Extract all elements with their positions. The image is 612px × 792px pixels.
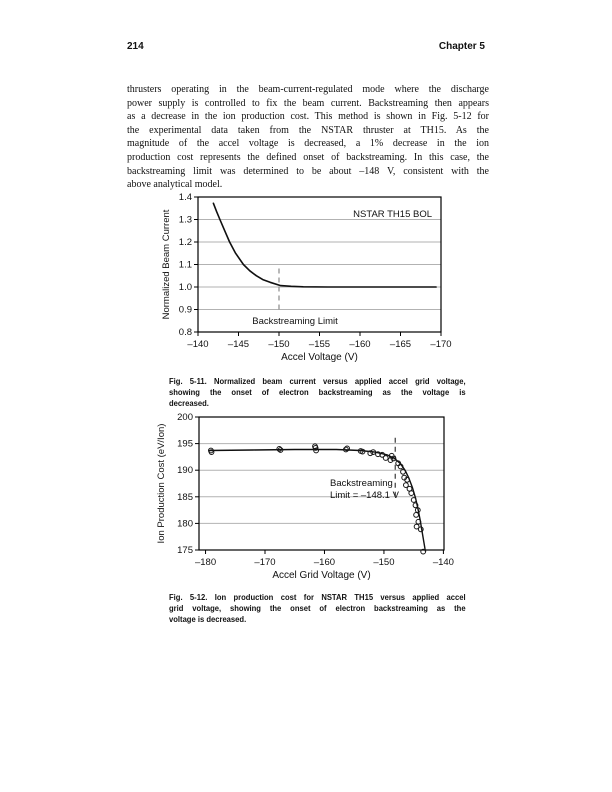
y-tick-label: 190 xyxy=(177,465,193,476)
text-line: production cost represents the defined o… xyxy=(127,151,489,163)
scatter-point xyxy=(415,518,422,525)
y-tick-label: 175 xyxy=(177,545,193,556)
x-tick-label: –170 xyxy=(430,339,451,350)
body-paragraph: thrusters operating in the beam-current-… xyxy=(127,83,489,192)
scatter-point xyxy=(375,451,381,458)
text-line: above analytical model. xyxy=(127,179,223,191)
x-tick-label: –155 xyxy=(309,339,330,350)
data-curve xyxy=(212,202,437,288)
scatter-point xyxy=(420,548,427,555)
y-tick-label: 185 xyxy=(177,492,193,503)
page-header: 214 Chapter 5 xyxy=(127,41,485,52)
text-line: decreased. xyxy=(169,398,209,409)
x-tick-label: –165 xyxy=(390,339,411,350)
annotation-limit-value: Limit = –148.1 V xyxy=(330,490,400,501)
scatter-point xyxy=(408,490,415,496)
annotation-backstreaming: Backstreaming xyxy=(330,478,393,489)
x-axis-label: Accel Voltage (V) xyxy=(281,352,358,363)
text-line: thrusters operating in the beam-current-… xyxy=(127,84,489,95)
scatter-point xyxy=(417,526,424,533)
annotation-backstreaming-limit: Backstreaming Limit xyxy=(252,316,338,327)
scatter-point xyxy=(370,449,377,455)
scatter-point xyxy=(344,445,351,452)
scatter-point xyxy=(382,455,389,461)
text-line: voltage is decreased. xyxy=(169,614,247,625)
fig-5-11-caption: Fig. 5-11. Normalized beam current versu… xyxy=(169,376,466,410)
scatter-point xyxy=(367,450,374,457)
scatter-point xyxy=(276,446,283,452)
y-tick-label: 1.1 xyxy=(179,260,192,271)
scatter-point xyxy=(410,497,417,503)
fig-5-12-caption: Fig. 5-12. Ion production cost for NSTAR… xyxy=(169,592,466,626)
y-tick-label: 200 xyxy=(177,412,193,423)
scatter-point xyxy=(413,523,420,530)
y-tick-label: 1.3 xyxy=(179,215,192,226)
scatter-point xyxy=(359,448,366,455)
y-tick-label: 0.8 xyxy=(179,327,192,338)
scatter-point xyxy=(414,507,421,513)
y-axis-label: Normalized Beam Current xyxy=(161,209,172,319)
fig-5-11-chart: –140 –145 –150 –155 –160 –165 –170 0.8 0.9 1.0 1.1… xyxy=(161,192,452,363)
y-axis-label: Ion Production Cost (eV/Ion) xyxy=(156,424,167,544)
scatter-point xyxy=(277,447,284,453)
text-line: the experimental data taken from the NST… xyxy=(127,124,489,136)
annotation-nstar-th15-bol: NSTAR TH15 BOL xyxy=(353,209,432,220)
x-tick-label: –150 xyxy=(268,339,289,350)
y-tick-label: 180 xyxy=(177,518,193,529)
y-tick-label: 195 xyxy=(177,439,193,450)
x-tick-label: –140 xyxy=(187,339,208,350)
scatter-point xyxy=(404,476,411,483)
text-line: showing the onset of electron backstream… xyxy=(169,387,466,398)
text-line: backstreaming limit was determined to be… xyxy=(127,165,489,177)
chapter-title: Chapter 5 xyxy=(438,41,485,52)
y-tick-label: 1.2 xyxy=(179,237,192,248)
text-line: grid voltage, showing the onset of elect… xyxy=(169,603,466,614)
plot-frame xyxy=(198,416,445,551)
scatter-point xyxy=(390,455,397,462)
x-axis-label: Accel Grid Voltage (V) xyxy=(272,570,370,581)
x-tick-label: –145 xyxy=(228,339,249,350)
text-line: Fig. 5-12. Ion production cost for NSTAR… xyxy=(169,592,466,602)
scatter-point xyxy=(403,482,409,488)
page-number: 214 xyxy=(127,41,144,52)
scatter-point xyxy=(208,449,215,455)
scatter-point xyxy=(412,502,419,509)
scatter-point xyxy=(413,512,420,518)
x-tick-label: –160 xyxy=(314,557,335,568)
text-line: power supply is controlled to fix the be… xyxy=(127,97,489,109)
x-tick-label: –140 xyxy=(433,557,454,568)
scatter-point xyxy=(313,447,320,454)
x-tick-label: –180 xyxy=(195,557,216,568)
y-tick-label: 1.4 xyxy=(179,192,192,203)
x-tick-label: –170 xyxy=(254,557,275,568)
text-line: as a decrease in the ion production cost… xyxy=(127,111,489,123)
scatter-point xyxy=(312,445,319,451)
y-tick-label: 1.0 xyxy=(179,282,192,293)
scatter-point xyxy=(397,463,404,470)
text-line: Fig. 5-11. Normalized beam current versu… xyxy=(169,376,466,386)
scatter-point xyxy=(400,468,406,475)
y-tick-label: 0.9 xyxy=(179,305,192,316)
fig-5-12-chart: –180 –170 –160 –150 –140 175 180 185 190 195 200 Ac… xyxy=(156,412,454,581)
text-line: magnitude of the accel voltage is decrea… xyxy=(127,138,489,150)
scatter-point xyxy=(343,446,349,453)
x-tick-label: –160 xyxy=(349,339,370,350)
x-tick-label: –150 xyxy=(373,557,394,568)
scatter-point xyxy=(379,451,386,458)
